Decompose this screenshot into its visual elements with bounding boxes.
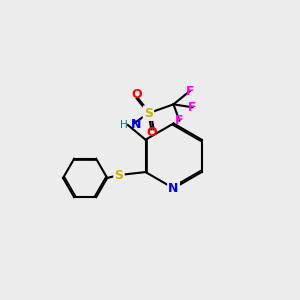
Text: N: N	[131, 118, 142, 131]
Text: O: O	[131, 88, 142, 101]
Text: F: F	[185, 85, 194, 98]
Text: S: S	[115, 169, 124, 182]
Text: O: O	[146, 126, 157, 140]
Text: S: S	[144, 107, 153, 120]
Text: F: F	[175, 114, 184, 127]
Text: H: H	[120, 120, 128, 130]
Text: N: N	[168, 182, 179, 195]
Text: F: F	[188, 101, 197, 114]
